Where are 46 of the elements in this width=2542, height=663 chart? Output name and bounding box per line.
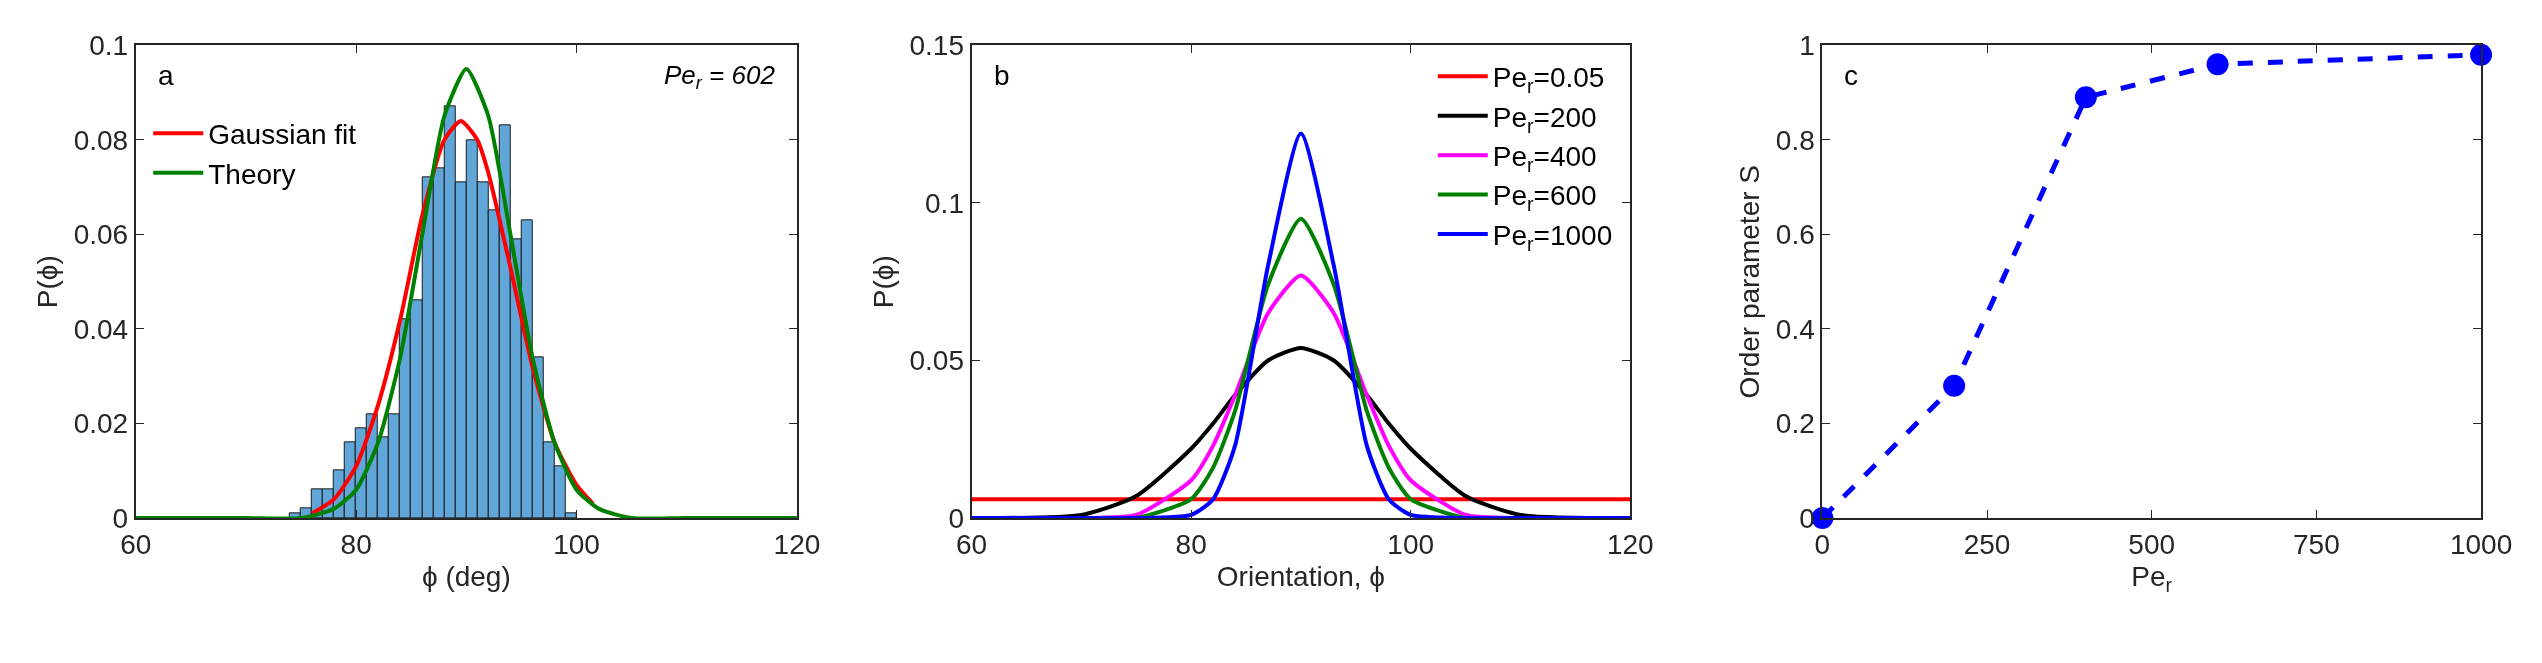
y-tick-label: 0 [1799, 502, 1815, 534]
legend-label: Gaussian fit [208, 119, 357, 151]
x-tick-label: 80 [340, 528, 372, 560]
x-tick-label: 500 [2128, 528, 2176, 560]
x-tick-label: 750 [2293, 528, 2340, 560]
legend-label: Pe$_{r}$=0.05 [1492, 62, 1605, 98]
line-series [971, 131, 1631, 519]
legend-label: Pe$_{r}$=600 [1492, 180, 1597, 216]
annotation: a [158, 60, 174, 91]
x-tick-label: 250 [1963, 528, 2011, 560]
y-tick-label: 0.2 [1775, 408, 1815, 440]
line-series [135, 66, 797, 519]
x-axis-title: Orientation, ϕ [1216, 561, 1386, 593]
legend-label: Pe$_{r}$=400 [1492, 141, 1597, 176]
y-tick-label: 0.02 [73, 408, 129, 440]
x-tick-label: 120 [773, 528, 821, 560]
x-axis-title: ϕ (deg) [421, 561, 511, 593]
y-tick-label: 0.6 [1775, 219, 1815, 251]
y-tick-label: 0.1 [925, 187, 964, 219]
legend-label: Pe$_{r}$=1000 [1492, 219, 1613, 255]
point [2074, 86, 2097, 109]
legend-label: Theory [208, 158, 296, 190]
y-tick-label: 1 [1799, 30, 1815, 62]
y-tick-label: 0.8 [1775, 124, 1815, 156]
legend-label: Pe$_{r}$=200 [1492, 101, 1597, 137]
x-tick-label: 80 [1175, 528, 1207, 560]
y-tick-label: 0.05 [909, 345, 964, 377]
y-tick-label: 0.08 [73, 124, 129, 156]
y-axis-title: Order parameter S [1734, 164, 1766, 399]
x-tick-label: 100 [553, 528, 600, 560]
y-axis-title: P(ϕ) [867, 255, 899, 309]
y-tick-label: 0.04 [73, 313, 129, 345]
x-tick-label: 100 [1387, 528, 1435, 560]
y-tick-label: 0.06 [73, 219, 129, 251]
y-tick-label: 0.1 [89, 30, 129, 62]
annotation: Pe$_{r}$ = 602 [664, 60, 776, 94]
x-tick-label: 120 [1606, 528, 1654, 560]
point [1943, 374, 1966, 397]
annotation: b [994, 60, 1010, 91]
x-tick-label: 1000 [2449, 528, 2513, 560]
point [2206, 53, 2229, 76]
y-tick-label: 0.15 [909, 30, 964, 62]
y-tick-label: 0.4 [1775, 313, 1815, 345]
y-axis-title: P(ϕ) [31, 255, 63, 309]
x-axis-title: Pe$_{r}$ [2131, 561, 2173, 597]
annotation: c [1844, 60, 1858, 91]
